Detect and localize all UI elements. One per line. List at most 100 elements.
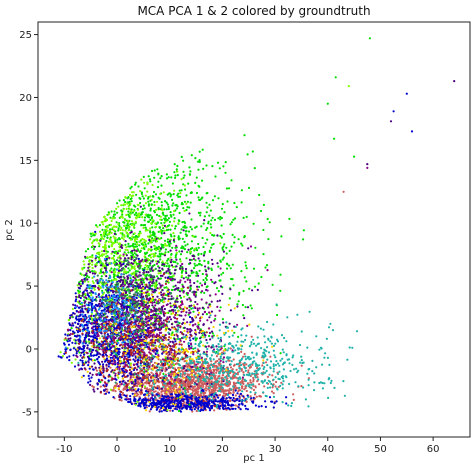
- data-point: [187, 248, 190, 251]
- data-point: [164, 248, 167, 251]
- data-point: [157, 272, 160, 275]
- data-point: [169, 393, 172, 396]
- data-point: [168, 265, 171, 268]
- data-point: [206, 206, 209, 209]
- data-point: [143, 252, 147, 255]
- data-point: [160, 410, 163, 413]
- data-point: [95, 369, 98, 372]
- data-point: [219, 259, 222, 262]
- data-point: [135, 368, 139, 371]
- data-point: [124, 200, 127, 204]
- data-point: [150, 169, 154, 173]
- data-point: [198, 159, 201, 162]
- data-point: [143, 181, 146, 184]
- data-point: [242, 314, 245, 317]
- data-point: [207, 267, 210, 270]
- data-point: [135, 281, 138, 284]
- data-point: [235, 398, 238, 401]
- data-point: [188, 212, 191, 215]
- data-point: [134, 183, 137, 186]
- data-point: [136, 208, 140, 211]
- data-point: [149, 408, 152, 411]
- data-point: [146, 268, 149, 271]
- data-point: [210, 226, 213, 229]
- data-point: [202, 167, 205, 170]
- data-point: [196, 403, 199, 406]
- data-point: [166, 311, 169, 314]
- data-point: [254, 385, 257, 388]
- data-point: [156, 186, 160, 189]
- data-point: [158, 255, 161, 258]
- data-point: [177, 409, 181, 413]
- data-point: [113, 237, 116, 240]
- data-point: [242, 216, 245, 219]
- data-point: [164, 214, 167, 218]
- data-point: [180, 314, 183, 317]
- data-point: [167, 217, 170, 220]
- data-point: [125, 254, 128, 257]
- data-point: [269, 355, 272, 358]
- data-point: [230, 403, 233, 406]
- data-point: [210, 393, 213, 396]
- data-point: [77, 289, 80, 292]
- data-point: [239, 381, 242, 384]
- data-point: [153, 169, 156, 172]
- data-point: [229, 396, 232, 400]
- data-point: [169, 233, 172, 236]
- data-point: [241, 303, 244, 307]
- data-point: [233, 217, 237, 220]
- data-point: [183, 365, 186, 368]
- data-point: [67, 319, 70, 322]
- data-point: [118, 199, 121, 202]
- data-point: [159, 364, 162, 367]
- data-point: [237, 406, 240, 409]
- data-point: [179, 260, 182, 263]
- data-point: [159, 258, 162, 261]
- data-point: [213, 282, 216, 285]
- data-point: [95, 238, 98, 241]
- data-point: [163, 314, 166, 317]
- data-point: [158, 226, 161, 229]
- data-point: [155, 376, 158, 379]
- data-point: [92, 248, 95, 251]
- data-point: [141, 238, 144, 241]
- data-point: [150, 253, 153, 256]
- data-point: [190, 304, 193, 307]
- data-point: [218, 407, 221, 410]
- data-point: [229, 223, 232, 226]
- data-point: [125, 395, 128, 398]
- data-point: [276, 313, 279, 317]
- data-point: [161, 260, 164, 263]
- data-point: [91, 373, 94, 376]
- data-point: [167, 389, 170, 392]
- data-point: [264, 400, 267, 403]
- data-point: [176, 300, 179, 303]
- data-point: [86, 256, 89, 259]
- data-point: [197, 349, 200, 353]
- data-point: [197, 242, 200, 246]
- data-point: [156, 275, 159, 278]
- data-point: [156, 391, 160, 394]
- data-point: [128, 208, 131, 211]
- data-point: [105, 363, 108, 366]
- data-point: [165, 173, 168, 176]
- data-point: [151, 219, 154, 222]
- data-point: [130, 223, 133, 227]
- data-point: [177, 382, 181, 385]
- data-point: [157, 180, 160, 183]
- data-point: [240, 270, 243, 273]
- data-point: [275, 400, 278, 403]
- data-point: [171, 409, 174, 412]
- data-point: [84, 255, 87, 258]
- data-point: [124, 243, 127, 246]
- data-point: [199, 385, 202, 388]
- data-point: [168, 315, 171, 319]
- data-point: [224, 404, 227, 407]
- data-point: [115, 207, 118, 210]
- data-point: [160, 222, 163, 225]
- data-point: [165, 405, 168, 408]
- data-point: [244, 387, 247, 390]
- data-point: [155, 213, 159, 216]
- data-point: [112, 388, 115, 391]
- data-point: [149, 234, 152, 237]
